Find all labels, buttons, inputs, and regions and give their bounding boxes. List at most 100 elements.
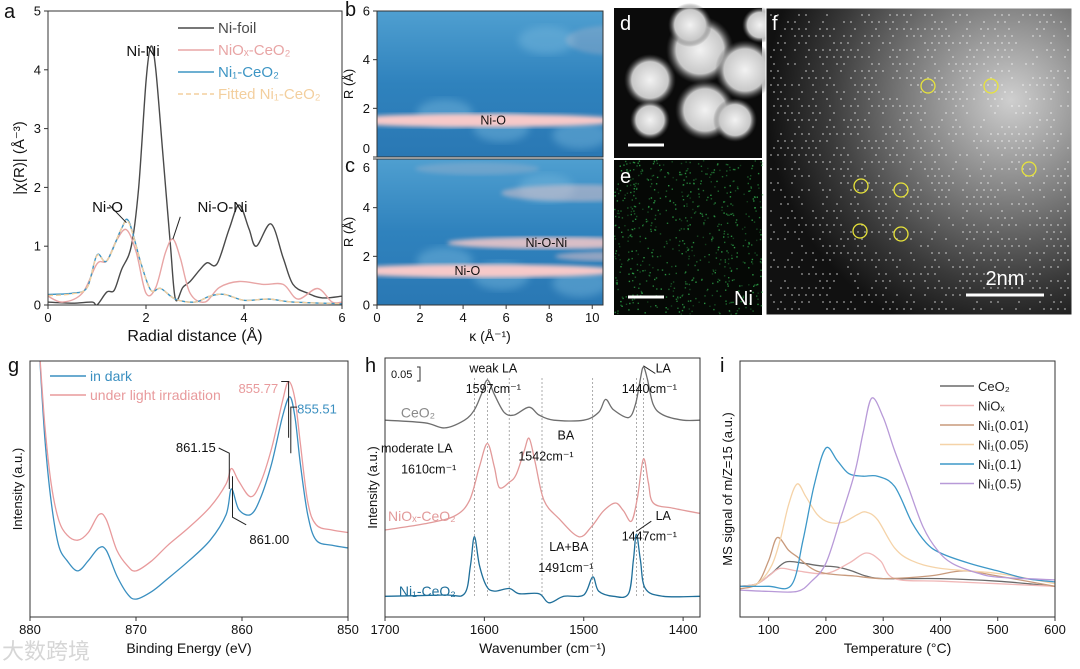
atom (801, 77, 803, 79)
element-dot (647, 301, 649, 303)
single-atom-marker (983, 78, 999, 94)
atom (973, 140, 975, 142)
atom (850, 21, 852, 23)
series-label: CeO₂ (401, 404, 435, 420)
atom (857, 119, 859, 121)
element-dot (732, 168, 735, 171)
element-dot (650, 208, 653, 210)
atom (1004, 91, 1006, 93)
atom (1008, 266, 1010, 268)
element-dot (694, 264, 696, 267)
element-dot (615, 258, 617, 260)
element-dot (665, 195, 667, 198)
element-dot (649, 275, 651, 277)
atom (906, 273, 908, 275)
atom (1008, 168, 1010, 170)
element-dot (633, 227, 636, 230)
element-dot (739, 285, 741, 287)
element-dot (730, 301, 732, 304)
x-tick-label: 870 (125, 622, 147, 637)
element-dot (665, 209, 667, 212)
atom (829, 231, 831, 233)
element-dot (736, 187, 739, 189)
atom (1018, 203, 1020, 205)
atom (1064, 308, 1066, 310)
heatmap-band (501, 184, 603, 202)
element-dot (617, 183, 619, 185)
atom (784, 308, 786, 310)
atom (843, 63, 845, 65)
element-dot (711, 238, 713, 241)
element-dot (726, 205, 729, 207)
atom (843, 231, 845, 233)
y-tick-label: 0 (363, 298, 370, 313)
atom (1050, 98, 1052, 100)
element-dot (642, 270, 644, 272)
atom (917, 210, 919, 212)
element-dot (634, 206, 637, 208)
atom (864, 189, 866, 191)
atom (899, 133, 901, 135)
annotation-leader (636, 520, 652, 532)
element-dot (716, 164, 719, 166)
element-dot (738, 307, 740, 310)
element-dot (644, 312, 646, 314)
element-dot (730, 269, 733, 272)
element-dot (693, 183, 695, 185)
element-dot (729, 191, 732, 193)
atom (966, 266, 968, 268)
atom (857, 259, 859, 261)
element-dot (709, 176, 711, 178)
element-dot (633, 162, 636, 164)
atom (833, 84, 835, 86)
atom (815, 273, 817, 275)
atom (1039, 259, 1041, 261)
atom (983, 21, 985, 23)
atom (801, 273, 803, 275)
atom (1039, 217, 1041, 219)
atom (913, 77, 915, 79)
atom (847, 182, 849, 184)
atom (987, 140, 989, 142)
atom (1039, 21, 1041, 23)
element-dot (635, 182, 637, 185)
annotation-label: Ni-Ni (126, 43, 159, 60)
element-dot (759, 231, 761, 233)
atom (1008, 140, 1010, 142)
atom (885, 147, 887, 149)
element-dot (714, 186, 716, 188)
element-dot (632, 178, 634, 180)
atom (952, 42, 954, 44)
element-dot (631, 272, 634, 274)
element-dot (670, 285, 672, 287)
atom (798, 224, 800, 226)
atom (983, 161, 985, 163)
atom (1064, 294, 1066, 296)
atom (903, 112, 905, 114)
element-dot (622, 199, 624, 202)
atom (850, 161, 852, 163)
element-dot (684, 272, 686, 274)
atom (847, 308, 849, 310)
atom (934, 189, 936, 191)
atom (962, 189, 964, 191)
atom (861, 84, 863, 86)
atom (913, 231, 915, 233)
atom (850, 133, 852, 135)
atom (1067, 49, 1069, 51)
atom (777, 238, 779, 240)
element-dot (633, 210, 635, 212)
element-dot (740, 300, 742, 303)
atom (1050, 238, 1052, 240)
atom (1060, 259, 1062, 261)
atom (1025, 273, 1027, 275)
element-dot (645, 280, 648, 282)
atom (815, 147, 817, 149)
element-dot (672, 202, 675, 204)
x-tick-label: 200 (815, 622, 837, 637)
atom (1011, 105, 1013, 107)
element-dot (680, 162, 683, 165)
x-tick-label: 850 (337, 622, 359, 637)
atom (1050, 112, 1052, 114)
